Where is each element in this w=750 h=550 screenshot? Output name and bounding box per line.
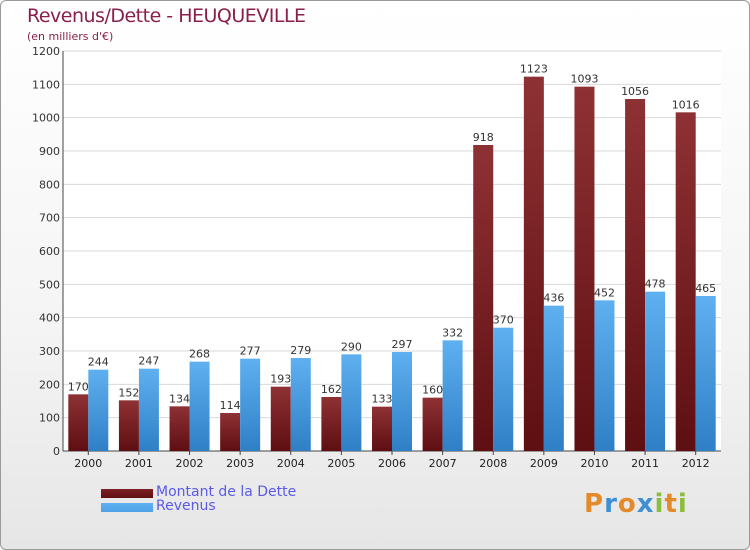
bar-revenus-2006 [392, 352, 412, 451]
data-label-revenus-2000: 244 [88, 356, 109, 369]
proxiti-logo: Proxiti [584, 489, 688, 519]
bar-dette-2006 [372, 406, 392, 451]
bar-dette-2003 [220, 413, 241, 451]
bar-revenus-2002 [189, 361, 210, 451]
bar-dette-2005 [321, 397, 342, 451]
bar-dette-2012 [675, 112, 696, 451]
x-tick-label-2009: 2009 [530, 457, 558, 470]
x-tick-label-2003: 2003 [226, 457, 254, 470]
data-label-revenus-2003: 277 [240, 345, 261, 358]
y-tick-label-500: 500 [39, 278, 60, 291]
x-tick-label-2002: 2002 [176, 457, 204, 470]
data-label-dette-2012: 1016 [672, 98, 700, 111]
bar-dette-2008 [473, 145, 494, 451]
data-label-dette-2004: 193 [270, 373, 291, 386]
bar-revenus-2001 [138, 368, 159, 451]
bar-dette-2010 [574, 86, 595, 452]
logo-letter: r [604, 489, 618, 519]
bar-dette-2007 [422, 397, 443, 451]
legend-label-revenus: Revenus [156, 498, 216, 514]
logo-letter: t [664, 489, 678, 519]
chart-subtitle: (en milliers d'€) [27, 30, 114, 43]
x-tick-label-2006: 2006 [378, 457, 406, 470]
x-tick-label-2000: 2000 [74, 457, 102, 470]
logo-letter: P [584, 489, 605, 519]
bar-revenus-2009 [543, 305, 564, 451]
y-tick-label-1000: 1000 [32, 112, 60, 125]
x-tick-label-2008: 2008 [479, 457, 507, 470]
bar-revenus-2010 [594, 300, 615, 451]
bar-dette-2000 [68, 394, 89, 451]
x-tick-label-2011: 2011 [631, 457, 659, 470]
x-tick-label-2007: 2007 [429, 457, 457, 470]
y-tick-label-900: 900 [39, 145, 60, 158]
chart-title: Revenus/Dette - HEUQUEVILLE [27, 5, 306, 27]
data-label-revenus-2012: 465 [695, 282, 716, 295]
data-label-dette-2009: 1123 [520, 63, 548, 76]
y-tick-label-1200: 1200 [32, 45, 60, 58]
x-tick-label-2010: 2010 [580, 457, 608, 470]
x-tick-label-2005: 2005 [327, 457, 355, 470]
data-label-revenus-2010: 452 [594, 286, 615, 299]
x-tick-label-2012: 2012 [682, 457, 710, 470]
data-label-revenus-2002: 268 [189, 348, 210, 361]
data-label-dette-2010: 1093 [570, 73, 598, 86]
y-tick-label-700: 700 [39, 212, 60, 225]
bar-dette-2002 [169, 406, 190, 451]
data-label-dette-2008: 918 [473, 131, 494, 144]
bar-revenus-2005 [341, 354, 362, 451]
x-tick-label-2004: 2004 [277, 457, 305, 470]
data-label-dette-2011: 1056 [621, 85, 649, 98]
bar-revenus-2000 [88, 369, 109, 451]
legend-label-dette: Montant de la Dette [156, 484, 297, 500]
y-tick-label-1100: 1100 [32, 78, 60, 91]
data-label-revenus-2006: 297 [392, 338, 413, 351]
legend-swatch-dette [101, 489, 153, 498]
data-label-dette-2001: 152 [118, 386, 139, 399]
data-label-dette-2007: 160 [422, 384, 443, 397]
bar-dette-2004 [270, 386, 291, 451]
x-tick-label-2001: 2001 [125, 457, 153, 470]
logo-letter: x [636, 489, 655, 519]
data-label-revenus-2007: 332 [442, 326, 463, 339]
bar-revenus-2004 [290, 358, 311, 451]
data-label-dette-2000: 170 [68, 380, 89, 393]
bar-revenus-2012 [695, 296, 716, 451]
logo-letter: o [617, 489, 637, 519]
y-tick-label-800: 800 [39, 178, 60, 191]
bar-dette-2011 [625, 99, 646, 451]
bar-dette-2001 [118, 400, 139, 451]
logo-letter: i [677, 489, 688, 519]
data-label-revenus-2008: 370 [493, 314, 514, 327]
data-label-revenus-2009: 436 [543, 292, 564, 305]
data-label-dette-2002: 134 [169, 392, 190, 405]
data-label-revenus-2004: 279 [290, 344, 311, 357]
data-label-dette-2003: 114 [220, 399, 241, 412]
data-label-dette-2005: 162 [321, 383, 342, 396]
logo-letter: i [654, 489, 665, 519]
bar-revenus-2003 [240, 358, 261, 451]
data-label-revenus-2011: 478 [645, 278, 666, 291]
bar-revenus-2007 [442, 340, 463, 451]
data-label-dette-2006: 133 [372, 393, 393, 406]
legend-swatch-revenus [101, 503, 153, 512]
bar-revenus-2008 [493, 327, 514, 451]
y-tick-label-200: 200 [39, 378, 60, 391]
y-tick-label-600: 600 [39, 245, 60, 258]
y-tick-label-0: 0 [53, 445, 60, 458]
data-label-revenus-2005: 290 [341, 340, 362, 353]
bar-dette-2009 [523, 76, 544, 452]
y-tick-label-100: 100 [39, 412, 60, 425]
bar-revenus-2011 [645, 291, 666, 451]
data-label-revenus-2001: 247 [138, 355, 159, 368]
y-tick-label-400: 400 [39, 312, 60, 325]
y-tick-label-300: 300 [39, 345, 60, 358]
